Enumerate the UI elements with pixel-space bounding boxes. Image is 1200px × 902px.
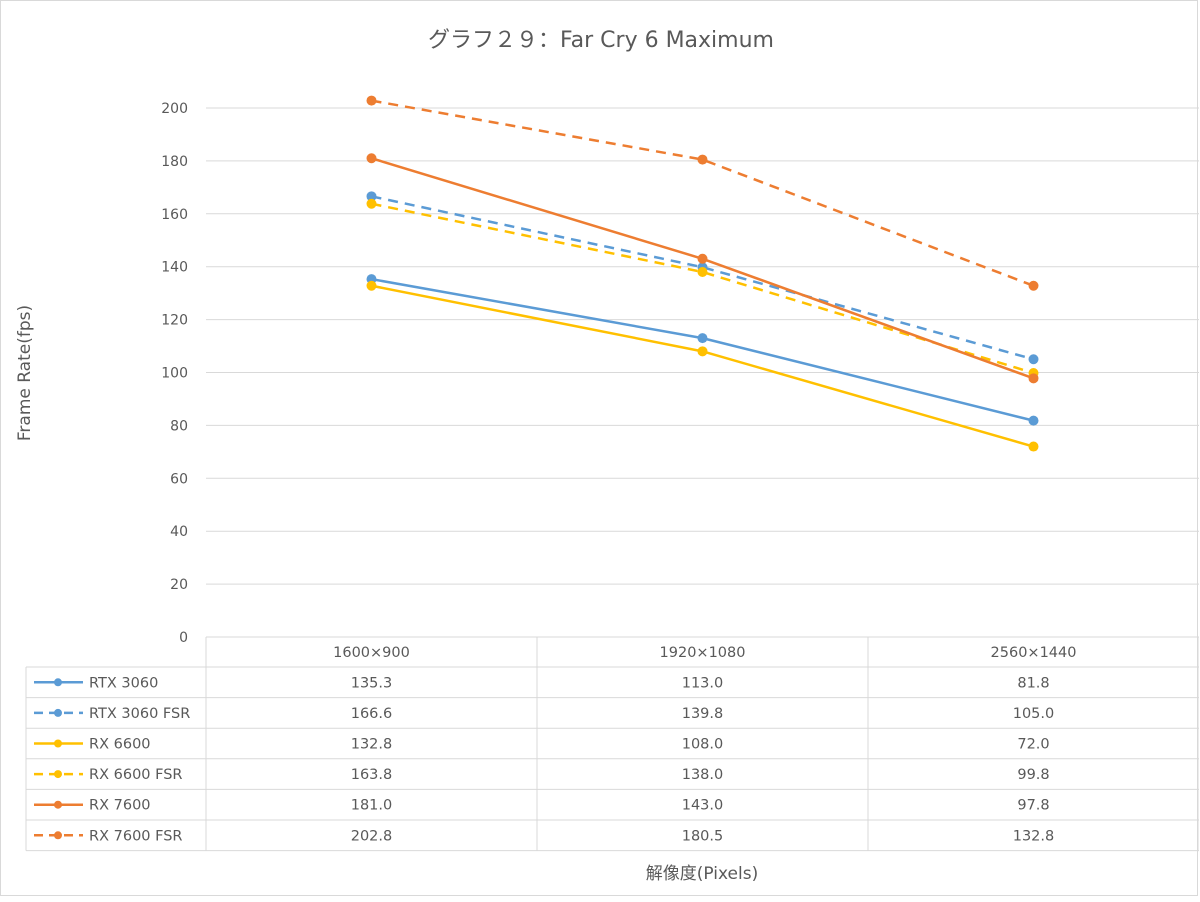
table-value-cell: 138.0 [682,767,724,783]
legend-series-name: RX 7600 [89,798,151,814]
table-value-cell: 135.3 [351,675,393,691]
category-label: 2560×1440 [991,645,1077,661]
table-value-cell: 99.8 [1017,767,1049,783]
y-tick-label: 200 [161,101,188,117]
legend-row: RTX 3060 135.3 113.0 81.8 [34,675,1050,691]
y-tick-label: 20 [170,577,188,593]
legend-marker [54,770,62,779]
legend-series-name: RX 6600 [89,737,151,753]
y-tick-label: 60 [170,471,188,487]
legend-marker [54,678,62,687]
gridlines [206,107,1199,638]
table-value-cell: 108.0 [682,737,724,753]
series-line [371,284,1034,448]
data-point [1028,280,1039,291]
legend-series-name: RX 6600 FSR [89,767,183,783]
legend-series-name: RTX 3060 [89,675,158,691]
table-value-cell: 132.8 [351,737,393,753]
y-tick-label: 120 [161,313,188,329]
legend-marker [54,831,62,840]
data-point [697,266,708,277]
table-value-cell: 113.0 [682,675,724,691]
table-value-cell: 180.5 [682,828,724,844]
table-value-cell: 72.0 [1017,737,1049,753]
series-rx-6600 [366,280,1039,452]
y-axis-ticks: 0 20 40 60 80 100 120 140 160 180 200 [161,101,188,646]
legend-row: RX 7600 FSR 202.8 180.5 132.8 [34,828,1054,844]
chart-title: グラフ２９：Far Cry 6 Maximum [428,28,774,53]
table-value-cell: 143.0 [682,798,724,814]
y-tick-label: 100 [161,366,188,382]
legend-series-name: RTX 3060 FSR [89,706,190,722]
x-axis-title: 解像度(Pixels) [646,864,758,884]
table-value-cell: 166.6 [351,706,393,722]
series-lines [366,95,1039,452]
series-rx-7600 [366,153,1039,384]
legend-row: RX 7600 181.0 143.0 97.8 [34,798,1050,814]
table-value-cell: 132.8 [1013,828,1055,844]
legend-marker [54,739,62,748]
table-value-cell: 97.8 [1017,798,1049,814]
y-axis-title: Frame Rate(fps) [15,305,35,441]
data-point [697,333,708,344]
legend-marker [54,800,62,809]
series-rx-7600-fsr [366,95,1039,291]
table-value-cell: 163.8 [351,767,393,783]
category-label: 1600×900 [333,645,410,661]
category-label: 1920×1080 [660,645,746,661]
table-value-cell: 202.8 [351,828,393,844]
data-point [697,253,708,264]
table-value-cell: 105.0 [1013,706,1055,722]
y-tick-label: 80 [170,418,188,434]
data-point [366,95,377,106]
data-point [697,154,708,165]
y-tick-label: 140 [161,260,188,276]
data-point [1028,441,1039,452]
legend-marker [54,708,62,717]
table-value-cell: 181.0 [351,798,393,814]
data-point [1028,373,1039,384]
y-tick-label: 0 [179,630,188,646]
data-point [366,280,377,291]
data-point [366,191,377,202]
table-value-cell: 81.8 [1017,675,1049,691]
series-line [371,195,1034,361]
data-point [1028,354,1039,365]
data-point [1028,415,1039,426]
table-value-cell: 139.8 [682,706,724,722]
data-point [697,346,708,357]
legend-row: RX 6600 132.8 108.0 72.0 [34,737,1050,753]
data-point [366,153,377,164]
legend-series-name: RX 7600 FSR [89,828,183,844]
legend-row: RTX 3060 FSR 166.6 139.8 105.0 [34,706,1054,722]
data-table: 1600×900 1920×1080 2560×1440 RTX 3060 135.3 1… [25,637,1200,852]
legend-row: RX 6600 FSR 163.8 138.0 99.8 [34,767,1050,783]
y-tick-label: 40 [170,524,188,540]
data-point [366,198,377,209]
y-tick-label: 180 [161,154,188,170]
y-tick-label: 160 [161,207,188,223]
